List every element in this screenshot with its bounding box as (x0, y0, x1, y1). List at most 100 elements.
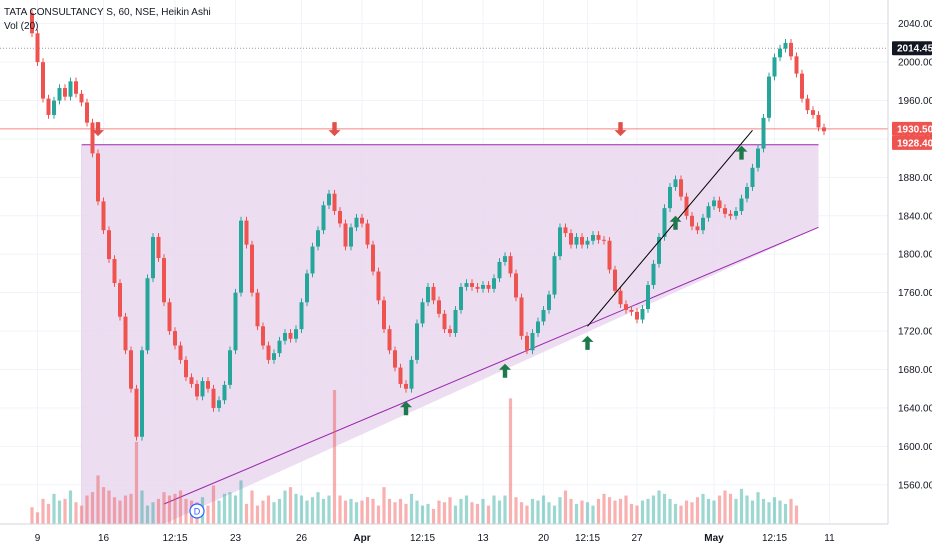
candle[interactable] (811, 106, 815, 119)
candle[interactable] (277, 336, 282, 358)
candle[interactable] (613, 265, 617, 295)
candle[interactable] (195, 380, 199, 401)
candle[interactable] (393, 346, 397, 372)
candle[interactable] (805, 94, 810, 114)
candle[interactable] (349, 223, 353, 251)
candle[interactable] (96, 149, 100, 206)
candle[interactable] (442, 309, 447, 334)
candle[interactable] (646, 281, 650, 313)
candle[interactable] (431, 283, 436, 305)
candle[interactable] (261, 322, 265, 350)
candle[interactable] (233, 288, 238, 355)
candle[interactable] (338, 207, 342, 228)
candle[interactable] (162, 254, 166, 307)
candle[interactable] (321, 201, 326, 235)
candle[interactable] (415, 319, 419, 364)
candle[interactable] (167, 298, 172, 335)
candle[interactable] (228, 346, 232, 389)
candle[interactable] (118, 279, 122, 321)
candle[interactable] (679, 175, 683, 201)
candle[interactable] (772, 53, 777, 81)
candle[interactable] (288, 329, 293, 343)
candle[interactable] (310, 242, 315, 278)
candle[interactable] (695, 222, 700, 235)
candle[interactable] (618, 286, 623, 309)
candle[interactable] (822, 123, 826, 136)
candle[interactable] (90, 118, 95, 158)
candle[interactable] (464, 279, 469, 291)
candle[interactable] (470, 279, 474, 291)
candle[interactable] (404, 380, 408, 393)
candle[interactable] (541, 306, 546, 326)
candle[interactable] (85, 98, 89, 127)
candle[interactable] (68, 77, 73, 101)
candle[interactable] (178, 341, 183, 364)
candle[interactable] (596, 231, 601, 244)
candle[interactable] (222, 381, 227, 405)
candle[interactable] (316, 226, 320, 251)
candle[interactable] (486, 281, 491, 293)
candle[interactable] (107, 226, 111, 263)
candle[interactable] (767, 72, 771, 122)
candle[interactable] (580, 233, 584, 249)
candle[interactable] (387, 325, 392, 355)
candle[interactable] (602, 235, 606, 245)
candle[interactable] (525, 332, 529, 355)
candle[interactable] (420, 298, 425, 328)
candle[interactable] (283, 329, 287, 345)
candle[interactable] (734, 207, 738, 220)
candle[interactable] (63, 84, 67, 101)
candle[interactable] (57, 84, 62, 105)
candle[interactable] (189, 373, 194, 388)
candle[interactable] (74, 77, 78, 98)
candle[interactable] (426, 283, 430, 307)
candle[interactable] (789, 39, 793, 61)
candle[interactable] (217, 396, 221, 412)
candle[interactable] (728, 210, 733, 220)
candle[interactable] (206, 377, 210, 393)
candle[interactable] (629, 306, 634, 316)
candle[interactable] (79, 89, 84, 107)
candle[interactable] (558, 223, 562, 260)
symbol-title[interactable]: TATA CONSULTANCY S, 60, NSE, Heikin Ashi (4, 7, 211, 18)
plot-area[interactable]: D (0, 0, 888, 524)
candle[interactable] (607, 236, 612, 274)
candle[interactable] (514, 269, 518, 302)
candle[interactable] (272, 349, 276, 364)
candle[interactable] (508, 252, 513, 278)
candle[interactable] (585, 236, 590, 249)
candle[interactable] (519, 293, 524, 340)
candle[interactable] (250, 240, 254, 297)
candle[interactable] (778, 44, 782, 62)
candle[interactable] (536, 317, 540, 337)
candle[interactable] (569, 229, 573, 249)
candle[interactable] (701, 213, 705, 235)
time-scale[interactable] (0, 524, 888, 550)
candle[interactable] (673, 175, 678, 191)
candle[interactable] (497, 258, 502, 283)
candle[interactable] (651, 260, 656, 289)
candle[interactable] (745, 183, 749, 203)
candle[interactable] (305, 269, 309, 307)
candle[interactable] (343, 219, 348, 251)
candle[interactable] (591, 231, 595, 245)
candle[interactable] (563, 223, 568, 237)
candle[interactable] (239, 216, 243, 297)
candle[interactable] (684, 192, 689, 220)
candle[interactable] (129, 346, 133, 393)
candle[interactable] (255, 288, 260, 331)
candle[interactable] (761, 113, 766, 153)
candle[interactable] (354, 213, 359, 232)
candle[interactable] (635, 308, 639, 324)
candle[interactable] (690, 211, 694, 231)
candle[interactable] (530, 329, 535, 355)
candle[interactable] (409, 356, 414, 393)
candle[interactable] (211, 384, 216, 412)
candle[interactable] (244, 216, 249, 249)
candle[interactable] (739, 194, 744, 215)
candle[interactable] (134, 384, 139, 441)
dividend-event-icon[interactable] (189, 503, 205, 519)
candle[interactable] (552, 252, 557, 299)
candle[interactable] (332, 189, 337, 215)
